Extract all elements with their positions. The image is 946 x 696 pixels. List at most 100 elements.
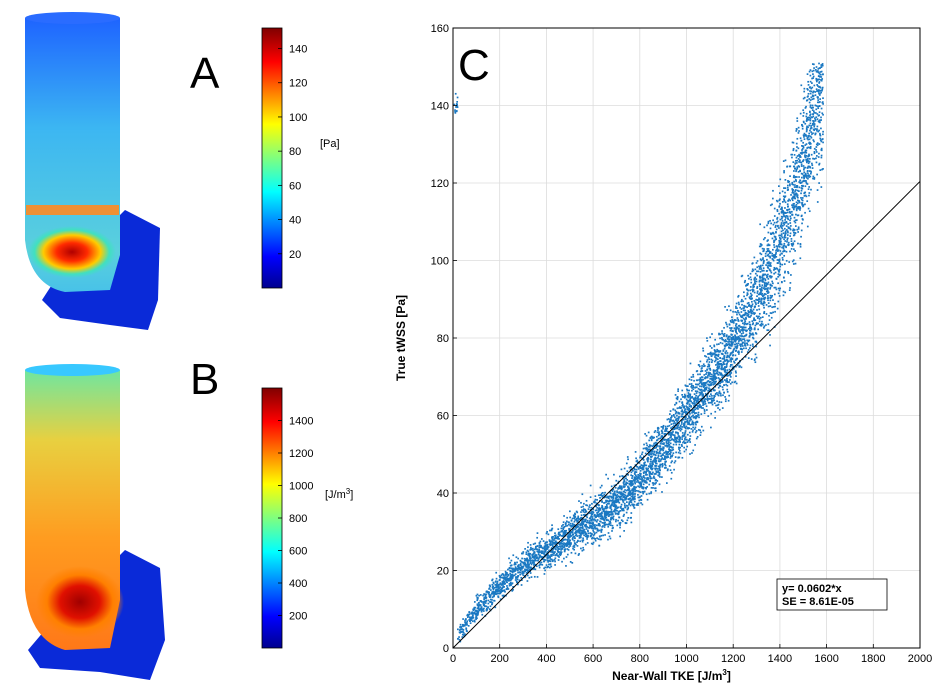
scatter-point <box>609 499 611 502</box>
scatter-point <box>756 270 758 273</box>
scatter-point <box>718 401 721 403</box>
scatter-point <box>457 628 459 631</box>
scatter-point <box>792 234 795 237</box>
scatter-point <box>769 204 772 207</box>
scatter-point <box>720 368 723 371</box>
scatter-point <box>822 97 824 100</box>
scatter-point <box>647 431 650 434</box>
scatter-point <box>767 299 769 302</box>
scatter-point <box>756 295 758 298</box>
scatter-point <box>781 246 783 249</box>
scatter-point <box>759 300 761 303</box>
scatter-point <box>614 490 616 493</box>
scatter-point <box>692 375 695 378</box>
scatter-point <box>628 503 630 506</box>
scatter-point <box>812 157 814 160</box>
scatter-point <box>753 327 756 329</box>
scatter-point <box>468 616 471 619</box>
scatter-point <box>636 459 639 462</box>
scatter-point <box>818 121 821 124</box>
scatter-point <box>701 367 703 369</box>
scatter-point <box>627 489 630 491</box>
scatter-point <box>723 347 726 350</box>
scatter-point <box>791 156 793 159</box>
scatter-point <box>776 247 779 249</box>
scatter-point <box>658 466 661 469</box>
scatter-point <box>532 568 535 570</box>
scatter-point <box>561 542 563 545</box>
scatter-point <box>597 515 600 518</box>
scatter-point <box>654 483 656 485</box>
scatter-point <box>687 427 690 430</box>
scatter-point <box>632 487 635 490</box>
scatter-point <box>509 572 512 575</box>
scatter-point <box>790 240 793 243</box>
scatter-point <box>799 161 802 164</box>
scatter-point <box>578 518 581 521</box>
scatter-point <box>525 566 528 568</box>
scatter-point <box>476 607 479 610</box>
scatter-point <box>800 172 803 175</box>
scatter-point <box>511 575 514 577</box>
scatter-point <box>702 394 704 396</box>
scatter-point <box>499 575 502 578</box>
scatter-point <box>687 400 690 403</box>
scatter-point <box>644 481 646 483</box>
scatter-point <box>746 344 749 346</box>
scatter-point <box>786 203 789 206</box>
scatter-point <box>663 442 665 444</box>
scatter-point <box>775 231 777 234</box>
scatter-point <box>549 563 552 565</box>
scatter-point <box>639 491 642 493</box>
scatter-point <box>611 490 614 492</box>
scatter-point <box>587 526 590 529</box>
scatter-point <box>747 310 750 312</box>
scatter-point <box>820 147 823 150</box>
scatter-point <box>806 128 808 131</box>
scatter-point <box>791 204 793 207</box>
scatter-point <box>506 579 509 581</box>
scatter-point <box>664 445 667 447</box>
scatter-point <box>635 471 638 473</box>
scatter-point <box>812 95 814 98</box>
scatter-point <box>796 146 798 148</box>
scatter-point <box>582 527 584 529</box>
scatter-point <box>472 617 475 619</box>
scatter-point <box>808 124 811 127</box>
scatter-point <box>746 342 748 345</box>
scatter-point <box>763 293 766 295</box>
scatter-point <box>755 323 758 326</box>
scatter-point <box>583 532 585 534</box>
scatter-point <box>556 544 558 547</box>
scatter-point <box>819 75 821 78</box>
scatter-point <box>668 465 671 467</box>
scatter-point <box>492 582 495 585</box>
scatter-point <box>500 589 503 591</box>
scatter-point <box>756 274 759 277</box>
scatter-point <box>599 517 602 520</box>
scatter-point <box>744 279 747 282</box>
scatter-point <box>735 327 738 330</box>
scatter-point <box>717 358 719 361</box>
scatter-point <box>658 467 661 470</box>
scatter-point <box>818 94 821 96</box>
scatter-point <box>582 523 584 525</box>
scatter-point <box>814 94 817 97</box>
scatter-point <box>615 518 617 521</box>
scatter-point <box>596 515 599 518</box>
scatter-point <box>574 542 577 545</box>
scatter-point <box>494 586 496 589</box>
scatter-point <box>708 374 710 376</box>
scatter-point <box>491 591 494 593</box>
scatter-point <box>551 538 554 540</box>
scatter-point <box>794 190 796 193</box>
scatter-point <box>756 299 759 301</box>
scatter-point <box>821 63 824 65</box>
scatter-point <box>613 510 616 513</box>
scatter-point <box>801 199 804 202</box>
scatter-point <box>623 530 625 532</box>
scatter-point <box>789 219 791 222</box>
scatter-point <box>532 556 535 559</box>
scatter-point <box>690 376 693 378</box>
scatter-point <box>461 628 464 630</box>
